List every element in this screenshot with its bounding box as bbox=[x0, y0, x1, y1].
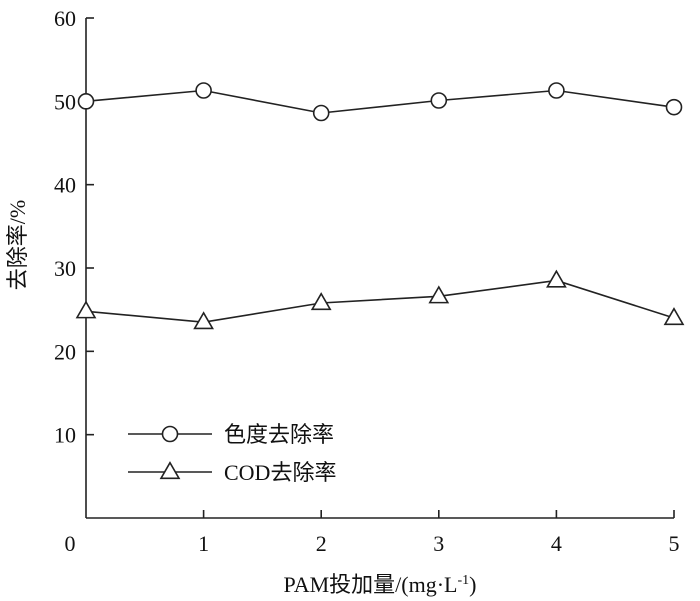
circle-marker bbox=[312, 104, 330, 122]
x-tick-label: 4 bbox=[551, 531, 562, 556]
circle-marker bbox=[430, 92, 448, 109]
y-tick-label: 60 bbox=[54, 6, 76, 31]
triangle-marker bbox=[193, 311, 214, 330]
triangle-marker bbox=[310, 292, 332, 311]
triangle-marker bbox=[75, 300, 97, 319]
x-tick-label: 0 bbox=[65, 531, 76, 556]
legend-circle-marker bbox=[161, 425, 179, 443]
x-tick-label: 1 bbox=[198, 531, 209, 556]
y-tick-label: 50 bbox=[54, 89, 76, 114]
series-line bbox=[85, 279, 675, 323]
series-2 bbox=[75, 269, 685, 330]
triangle-marker bbox=[546, 269, 567, 288]
x-axis-title-superscript: -1 bbox=[457, 573, 469, 588]
circle-marker bbox=[77, 93, 95, 110]
legend-item: 色度去除率 bbox=[128, 422, 334, 447]
y-tick-label: 30 bbox=[54, 256, 76, 281]
triangle-marker bbox=[428, 285, 450, 304]
y-tick-label: 20 bbox=[54, 339, 76, 364]
circle-marker bbox=[195, 82, 212, 99]
x-axis-title-close: ) bbox=[469, 572, 476, 597]
x-tick-label: 3 bbox=[433, 531, 444, 556]
x-tick-label: 2 bbox=[316, 531, 327, 556]
legend-label: 色度去除率 bbox=[224, 422, 334, 447]
series-1 bbox=[77, 82, 683, 122]
y-tick-label: 40 bbox=[54, 173, 76, 198]
triangle-marker bbox=[663, 307, 685, 326]
series-line bbox=[85, 89, 675, 114]
x-tick-label: 5 bbox=[669, 531, 680, 556]
circle-marker bbox=[548, 82, 565, 99]
legend-label: COD去除率 bbox=[224, 460, 336, 485]
y-tick-label: 10 bbox=[54, 423, 76, 448]
legend-triangle-marker bbox=[159, 461, 181, 480]
circle-marker bbox=[665, 98, 683, 116]
legend-item: COD去除率 bbox=[128, 460, 336, 485]
x-axis-title-main: PAM投加量/(mg·L bbox=[284, 572, 458, 597]
series-layer bbox=[75, 82, 685, 330]
ticks: 0 1 2 3 4 5 10 20 30 40 50 60 bbox=[54, 6, 680, 556]
x-axis-title: PAM投加量/(mg·L-1) bbox=[284, 572, 477, 597]
legend: 色度去除率 COD去除率 bbox=[128, 422, 336, 485]
y-axis-title: 去除率/% bbox=[5, 200, 30, 290]
